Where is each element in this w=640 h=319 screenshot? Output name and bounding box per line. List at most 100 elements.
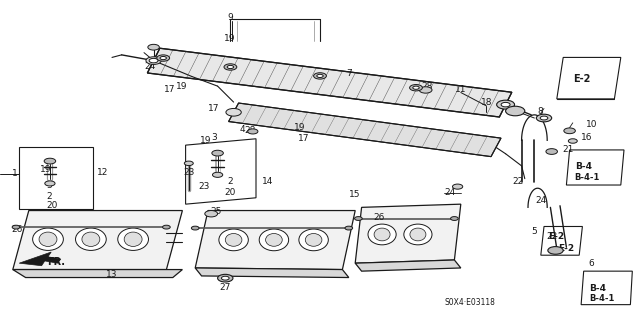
Ellipse shape [374, 228, 390, 241]
Circle shape [149, 58, 158, 63]
Text: 16: 16 [581, 133, 593, 142]
Text: B-4-1: B-4-1 [575, 173, 600, 182]
Circle shape [536, 114, 552, 122]
Circle shape [191, 226, 199, 230]
Circle shape [148, 44, 159, 50]
Text: 19: 19 [40, 165, 52, 174]
Text: 8: 8 [538, 107, 543, 116]
Text: 4: 4 [240, 125, 246, 134]
Circle shape [218, 274, 233, 282]
Text: E-2: E-2 [548, 232, 564, 241]
Circle shape [451, 217, 458, 220]
Text: 19: 19 [200, 136, 211, 145]
Circle shape [212, 172, 223, 177]
Circle shape [160, 56, 166, 60]
Ellipse shape [82, 232, 100, 246]
Polygon shape [147, 48, 512, 117]
Circle shape [345, 226, 353, 230]
Text: 24: 24 [144, 63, 156, 71]
Ellipse shape [76, 228, 106, 250]
Circle shape [317, 74, 323, 78]
Circle shape [221, 276, 229, 280]
Text: 28: 28 [244, 126, 256, 135]
Ellipse shape [368, 224, 396, 245]
Polygon shape [13, 270, 182, 278]
Text: E-2: E-2 [558, 244, 574, 253]
Text: 19: 19 [294, 123, 306, 132]
Text: 28: 28 [421, 82, 433, 91]
Text: 27: 27 [220, 283, 231, 292]
Text: B-4: B-4 [575, 162, 592, 171]
Text: 3: 3 [211, 133, 217, 142]
Text: 17: 17 [208, 104, 220, 113]
Text: 9: 9 [228, 13, 233, 22]
Circle shape [184, 161, 193, 166]
Ellipse shape [266, 234, 282, 246]
Text: 7: 7 [346, 69, 351, 78]
Polygon shape [195, 268, 349, 278]
Text: 17: 17 [298, 134, 309, 143]
Ellipse shape [33, 228, 63, 250]
Circle shape [226, 108, 241, 116]
Circle shape [413, 86, 419, 89]
Text: 12: 12 [97, 168, 108, 177]
Text: S0X4·E03118: S0X4·E03118 [445, 298, 495, 307]
Circle shape [45, 181, 55, 186]
Circle shape [146, 57, 161, 64]
Circle shape [419, 87, 432, 93]
Text: 2: 2 [46, 192, 52, 201]
Circle shape [355, 217, 362, 220]
Text: 26: 26 [374, 213, 385, 222]
Circle shape [248, 129, 258, 134]
Text: 17: 17 [164, 85, 175, 94]
Ellipse shape [225, 234, 242, 246]
Text: 6: 6 [589, 259, 595, 268]
Ellipse shape [404, 224, 432, 245]
Polygon shape [355, 260, 461, 271]
Text: 21: 21 [562, 145, 573, 154]
Text: B-4: B-4 [589, 284, 606, 293]
Circle shape [205, 211, 218, 217]
Text: 20: 20 [224, 189, 236, 197]
Text: 22: 22 [512, 177, 524, 186]
Circle shape [540, 116, 548, 120]
Text: 20: 20 [46, 201, 58, 210]
Circle shape [568, 139, 577, 143]
Text: 19: 19 [224, 34, 236, 43]
Circle shape [163, 225, 170, 229]
Polygon shape [19, 252, 61, 266]
Text: 18: 18 [481, 98, 493, 107]
Polygon shape [355, 204, 461, 263]
Ellipse shape [259, 229, 289, 251]
Circle shape [314, 73, 326, 79]
Circle shape [548, 247, 563, 254]
Polygon shape [13, 211, 182, 270]
Text: 5: 5 [531, 227, 537, 236]
Circle shape [501, 102, 510, 107]
Ellipse shape [118, 228, 148, 250]
Circle shape [157, 55, 170, 61]
Circle shape [12, 225, 20, 229]
Ellipse shape [410, 228, 426, 241]
Text: 14: 14 [262, 177, 274, 186]
Text: 3: 3 [46, 181, 52, 189]
Text: 23: 23 [198, 182, 210, 191]
Text: 23: 23 [184, 168, 195, 177]
Polygon shape [228, 103, 501, 157]
Circle shape [506, 106, 525, 116]
Text: 15: 15 [349, 190, 361, 199]
Circle shape [212, 150, 223, 156]
Circle shape [224, 64, 237, 70]
Text: E-2: E-2 [573, 74, 591, 84]
Circle shape [564, 128, 575, 134]
Circle shape [452, 184, 463, 189]
Ellipse shape [299, 229, 328, 251]
Circle shape [497, 100, 515, 109]
Text: 24: 24 [535, 197, 547, 205]
Polygon shape [195, 211, 355, 270]
Circle shape [44, 158, 56, 164]
Circle shape [227, 65, 234, 69]
Ellipse shape [219, 229, 248, 251]
Text: 1: 1 [12, 169, 17, 178]
Text: 24: 24 [444, 189, 456, 197]
